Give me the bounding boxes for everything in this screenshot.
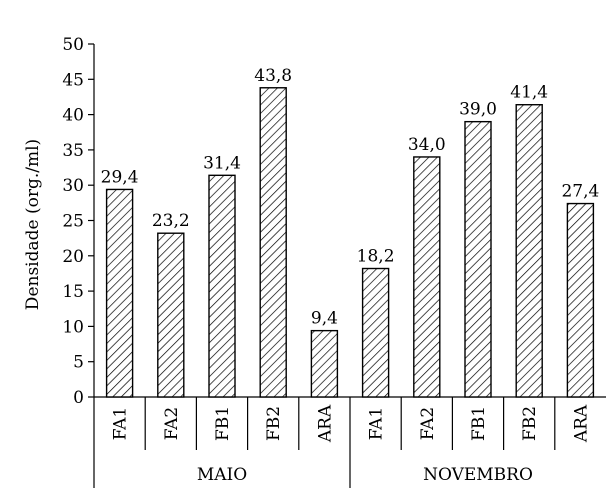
data-label: 34,0 (408, 135, 446, 155)
data-label: 41,4 (510, 83, 548, 103)
bar-maio-fa1 (105, 188, 134, 398)
data-label: 31,4 (203, 153, 241, 173)
y-tick-label: 50 (62, 35, 84, 55)
x-category-label: FA1 (367, 407, 387, 440)
x-category-label: FA2 (162, 407, 182, 440)
y-axis-title: Densidade (org./ml) (23, 139, 43, 310)
x-category-label: ARA (315, 404, 335, 443)
y-tick-label: 25 (62, 212, 84, 232)
y-tick-label: 10 (62, 317, 84, 337)
y-tick-label: 15 (62, 282, 84, 302)
x-category-label: ARA (571, 404, 591, 443)
x-category-label: FB2 (520, 406, 540, 441)
bar-novembro-fa2 (413, 156, 441, 398)
y-tick-label: 30 (62, 176, 84, 196)
data-label: 39,0 (459, 100, 497, 120)
x-category-label: FA1 (111, 407, 131, 440)
x-category-label: FB2 (264, 406, 284, 441)
y-tick-label: 0 (73, 388, 84, 408)
x-group-label: MAIO (197, 465, 247, 485)
value-labels: 29,4 23,2 31,4 43,8 9,4 18,2 34,0 39,0 41,4 27,4 (101, 66, 600, 329)
bar-novembro-ara (566, 202, 595, 398)
data-label: 29,4 (101, 167, 139, 187)
y-tick-label: 5 (73, 353, 84, 373)
data-label: 27,4 (561, 182, 599, 202)
bar-maio-fb1 (208, 174, 236, 398)
data-label: 43,8 (254, 66, 292, 86)
x-category-label: FA2 (418, 407, 438, 440)
data-label: 18,2 (357, 247, 395, 267)
bar-maio-fb2 (259, 87, 287, 398)
x-axis: FA1 FA2 FB1 FB2 ARA MAIO FA1 FA2 FB1 FB2 ARA NOVEMB… (93, 396, 606, 488)
y-axis: 0 5 10 15 20 25 30 35 40 45 50 (62, 35, 95, 408)
data-label: 23,2 (152, 211, 190, 231)
bar-novembro-fb1 (464, 120, 492, 398)
x-category-label: FB1 (213, 406, 233, 441)
bar-novembro-fa1 (361, 267, 390, 398)
x-category-label: FB1 (469, 406, 489, 441)
data-label: 9,4 (311, 309, 338, 329)
y-tick-label: 20 (62, 247, 84, 267)
bars (105, 87, 595, 398)
y-tick-label: 45 (62, 70, 84, 90)
y-tick-label: 35 (62, 141, 84, 161)
bar-novembro-fb2 (515, 104, 543, 398)
x-group-label: NOVEMBRO (423, 465, 533, 485)
y-tick-label: 40 (62, 106, 84, 126)
bar-maio-fa2 (157, 232, 185, 398)
bar-maio-ara (310, 329, 339, 398)
